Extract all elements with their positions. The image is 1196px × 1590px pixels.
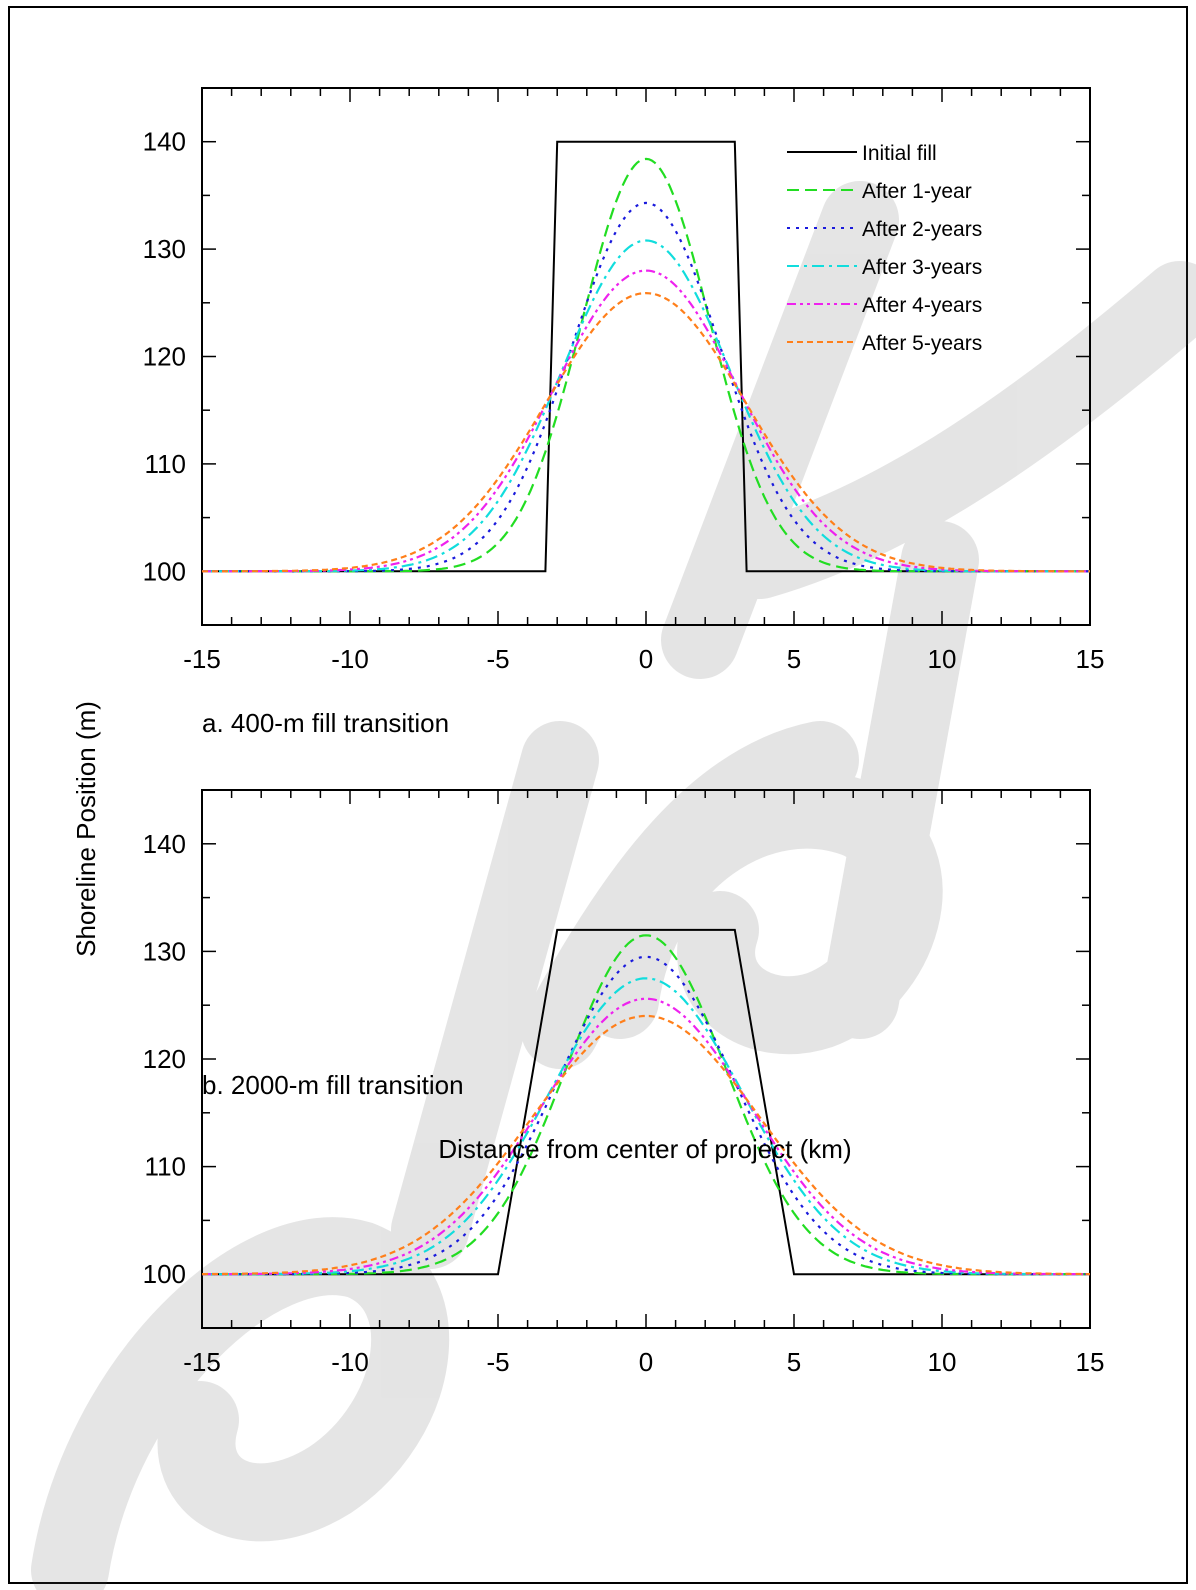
legend: Initial fill After 1-year After 2-years Aft… xyxy=(787,142,982,355)
legend-label: After 5-years xyxy=(862,332,982,355)
chart-panel-a: -15 -10 -5 0 5 10 15 100 110 120 130 140 a. 400-m fi… xyxy=(143,87,1105,738)
x-tick-label: 5 xyxy=(787,644,801,674)
series-line-after-5-years xyxy=(202,1014,1090,1276)
series-line-after-3-years xyxy=(202,977,1090,1276)
tick-marks xyxy=(201,87,1091,626)
series-line-after-5-years xyxy=(202,291,1090,573)
legend-label: After 4-years xyxy=(862,294,982,317)
panel-caption: b. 2000-m fill transition xyxy=(202,1070,464,1100)
tick-marks xyxy=(201,789,1091,1329)
x-axis-label: Distance from center of project (km) xyxy=(438,1134,851,1164)
legend-label: After 1-year xyxy=(862,180,972,203)
y-tick-label: 100 xyxy=(143,1259,186,1289)
y-tick-label: 140 xyxy=(143,127,186,157)
y-tick-label: 120 xyxy=(143,342,186,372)
y-tick-label: 130 xyxy=(143,936,186,966)
panel-caption: a. 400-m fill transition xyxy=(202,708,449,738)
y-axis-label: Shoreline Position (m) xyxy=(71,701,101,957)
chart-panel-b: -15 -10 -5 0 5 10 15 100 110 120 130 140 b. 2000-m f… xyxy=(143,789,1105,1377)
legend-label: After 3-years xyxy=(862,256,982,279)
series-line-after-4-years xyxy=(202,269,1090,573)
x-tick-label: 10 xyxy=(928,1347,957,1377)
x-tick-label: -5 xyxy=(486,1347,509,1377)
legend-label: After 2-years xyxy=(862,218,982,241)
x-tick-label: -5 xyxy=(486,644,509,674)
draft-watermark xyxy=(31,181,1196,1590)
x-tick-label: 15 xyxy=(1076,1347,1105,1377)
y-tick-label: 140 xyxy=(143,829,186,859)
x-tick-label: -10 xyxy=(331,1347,369,1377)
series-line-initial-fill xyxy=(202,928,1090,1276)
series-line-after-2-years xyxy=(202,955,1090,1276)
y-tick-label: 120 xyxy=(143,1044,186,1074)
x-tick-label: 15 xyxy=(1076,644,1105,674)
series-line-after-3-years xyxy=(202,239,1090,573)
x-tick-label: 5 xyxy=(787,1347,801,1377)
figure-frame xyxy=(8,6,1188,1584)
y-tick-label: 110 xyxy=(145,1152,186,1182)
x-tick-label: -15 xyxy=(183,1347,221,1377)
x-tick-label: 0 xyxy=(639,1347,653,1377)
series-line-initial-fill xyxy=(202,140,1090,573)
y-tick-label: 130 xyxy=(143,234,186,264)
series-line-after-4-years xyxy=(202,997,1090,1276)
x-tick-label: 0 xyxy=(639,644,653,674)
x-tick-label: -15 xyxy=(183,644,221,674)
series-line-after-1-years xyxy=(202,157,1090,573)
y-tick-label: 110 xyxy=(145,449,186,479)
x-tick-label: 10 xyxy=(928,644,957,674)
x-tick-label: -10 xyxy=(331,644,369,674)
legend-label: Initial fill xyxy=(862,142,937,165)
y-tick-label: 100 xyxy=(143,556,186,586)
